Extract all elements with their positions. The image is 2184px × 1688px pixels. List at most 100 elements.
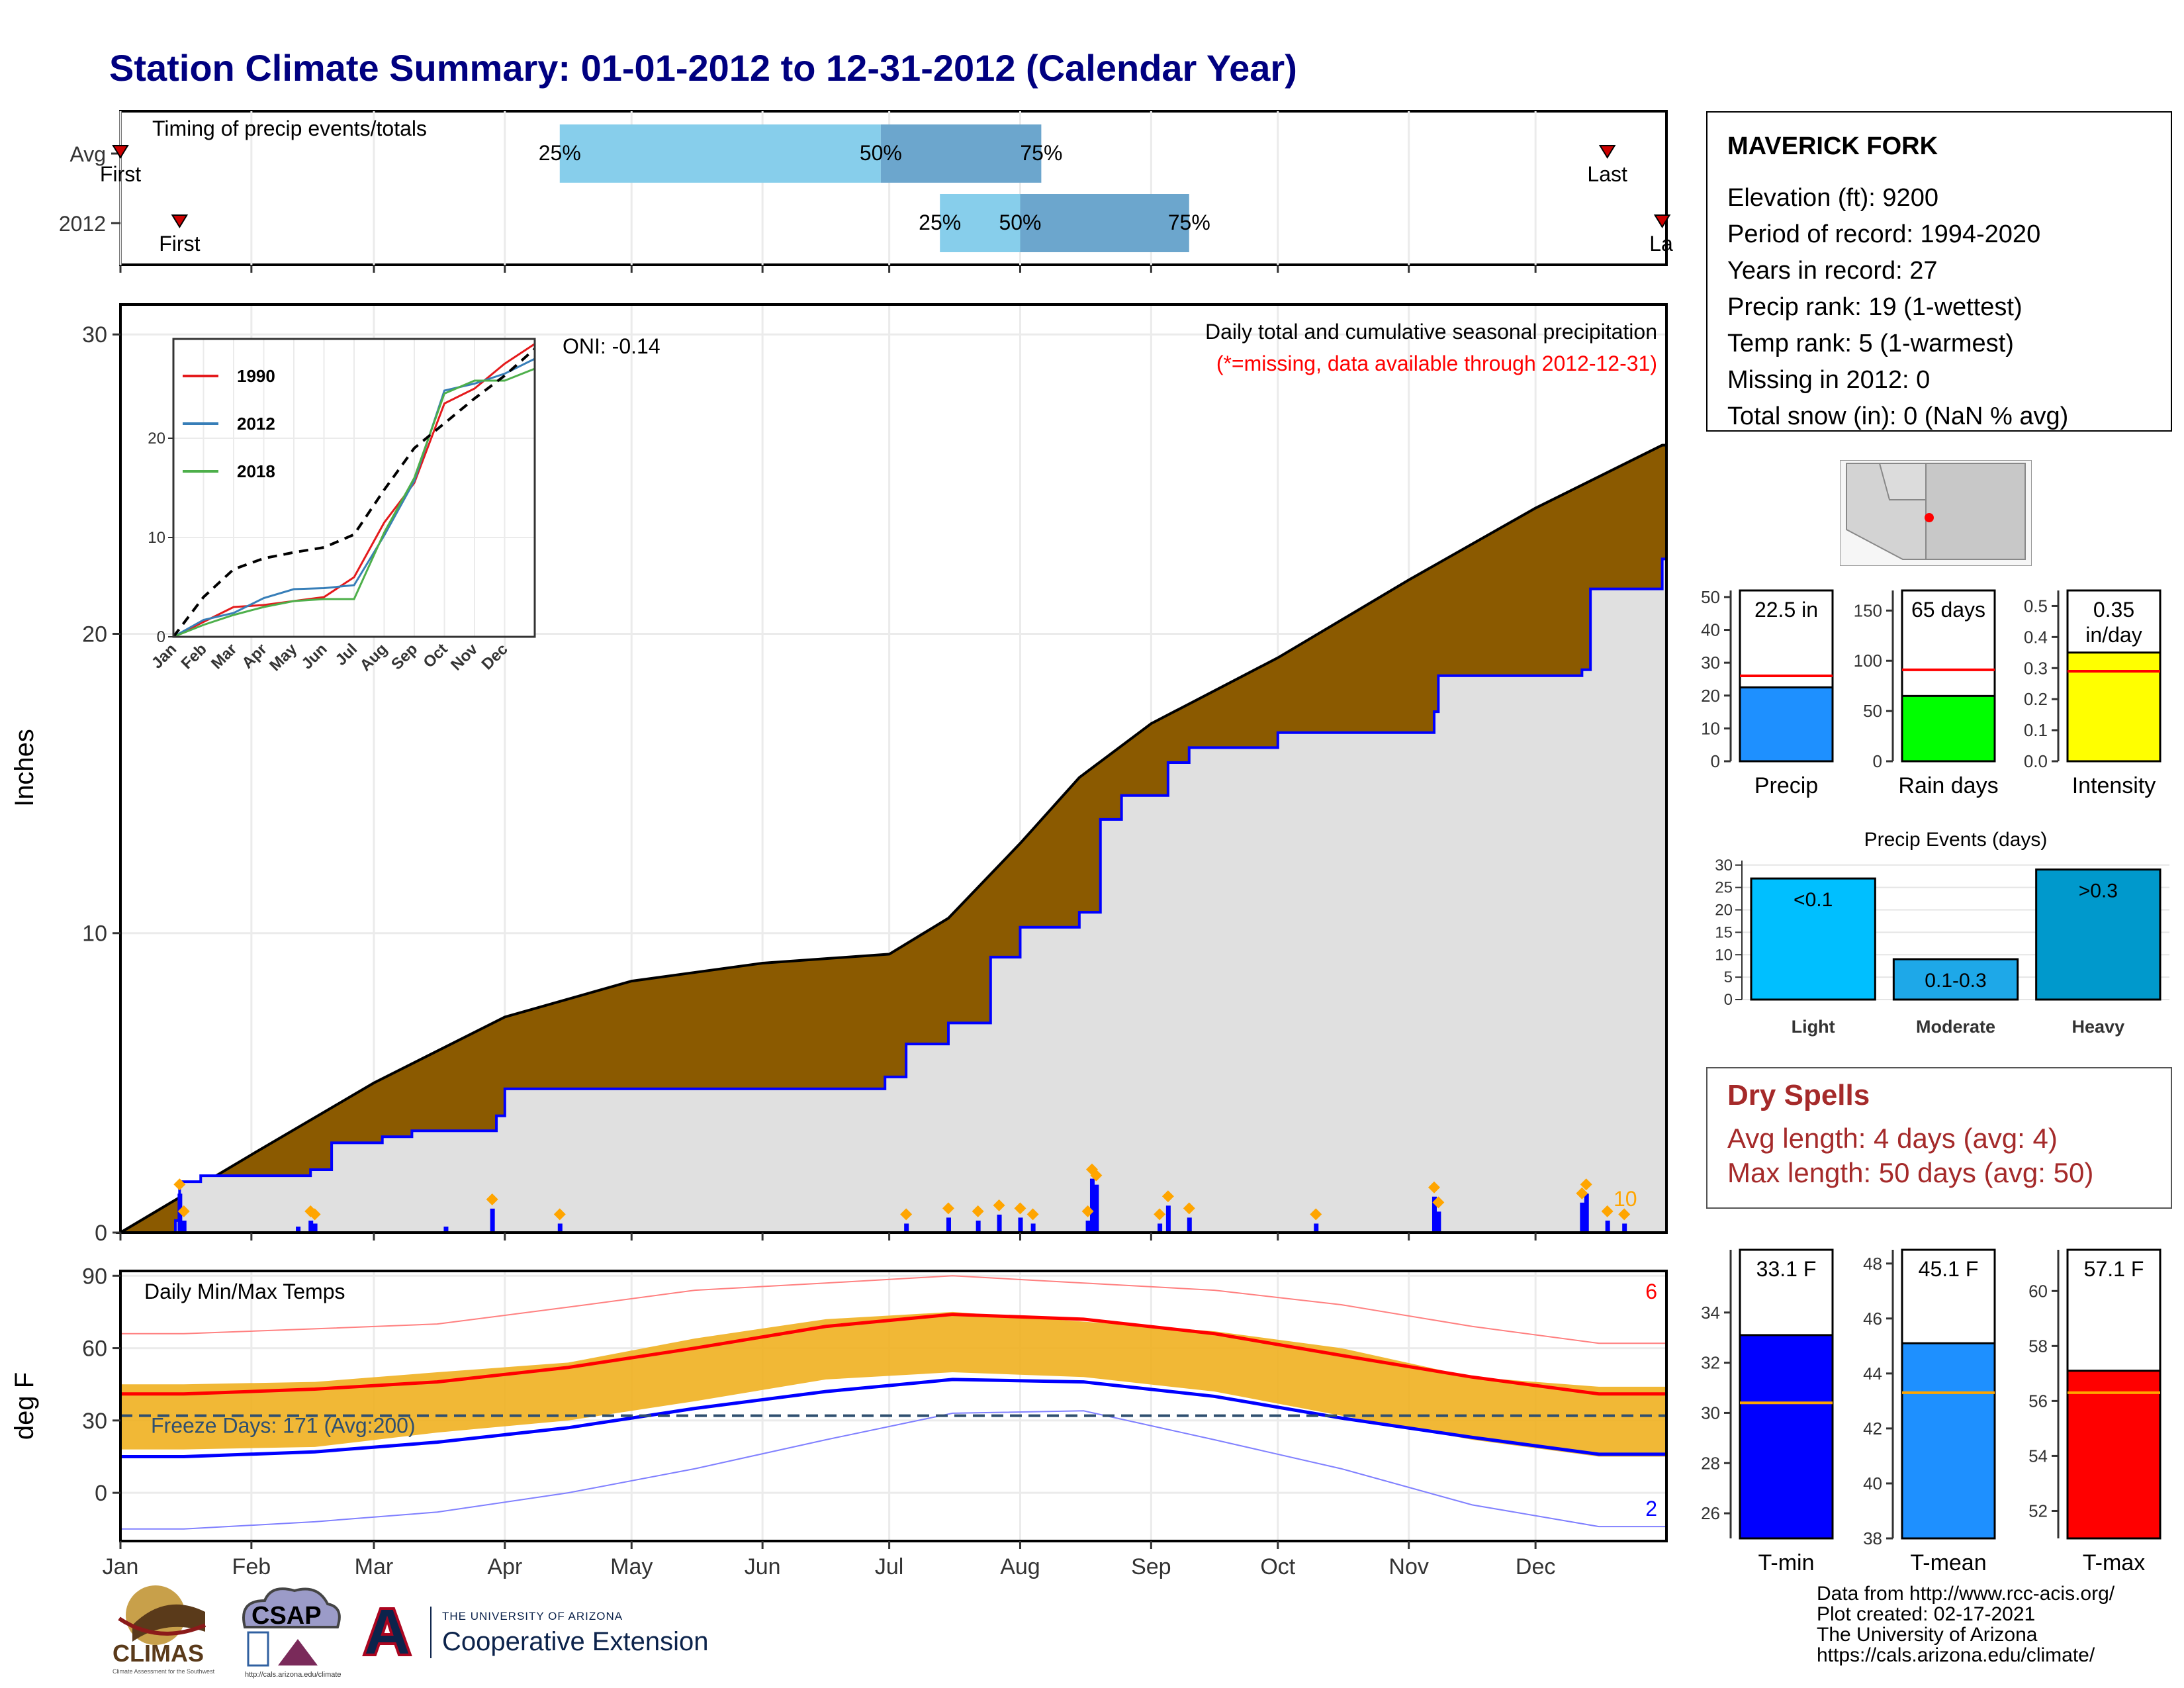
daily-precip-bar — [443, 1226, 449, 1233]
daily-precip-bar — [997, 1214, 1002, 1233]
heavy-event-marker — [1026, 1208, 1039, 1221]
t-mean-value-label: 45.1 F — [1919, 1257, 1979, 1281]
intensity-y-tick-label: 0.4 — [2024, 627, 2048, 647]
intensity-y-tick-label: 0.0 — [2024, 751, 2048, 771]
temp-x-tick-label: Jul — [875, 1554, 903, 1579]
timing-q25-q50-bar — [559, 124, 881, 183]
precip-totals-y-tick-label: 40 — [1701, 620, 1720, 640]
plots-canvas: Timing of precip events/totals Avg 25% 50% 7… — [10, 110, 1673, 1579]
rain-days-category-label: Rain days — [1898, 773, 1998, 798]
t-mean-y-tick-label: 42 — [1863, 1419, 1882, 1438]
daily-precip-bar — [1085, 1220, 1091, 1233]
rain-days-y-tick-label: 150 — [1854, 600, 1882, 620]
daily-precip-bar — [1094, 1184, 1099, 1233]
freeze-days-label: Freeze Days: 171 (Avg:200) — [151, 1414, 416, 1438]
precip-events-bar — [1750, 877, 1876, 1001]
climas-subtext: Climate Assessment for the Southwest — [113, 1668, 215, 1675]
precip-totals-y-tick-label: 20 — [1701, 686, 1720, 706]
temp-x-tick-label: Sep — [1131, 1554, 1171, 1579]
precip-max-label: 10 — [1614, 1187, 1637, 1211]
csap-mountain-icon — [278, 1639, 318, 1665]
precip-events-y-tick-label: 10 — [1715, 946, 1733, 964]
ua-name: THE UNIVERSITY OF ARIZONA — [442, 1610, 623, 1622]
temp-x-tick-label: Apr — [487, 1554, 522, 1579]
intensity-category-label: Intensity — [2072, 773, 2156, 798]
t-mean-y-tick-label: 40 — [1863, 1474, 1882, 1493]
heavy-event-marker — [1432, 1196, 1445, 1209]
record-low-line — [120, 1410, 1666, 1530]
heavy-event-marker — [1014, 1202, 1026, 1215]
timing-quartile-label: 75% — [1168, 211, 1210, 234]
csap-logo: CSAP http://cals.arizona.edu/climate — [242, 1587, 341, 1679]
precip-events-y-tick-label: 25 — [1715, 879, 1733, 897]
record-high-line — [120, 1275, 1666, 1344]
heavy-event-marker — [1576, 1187, 1588, 1199]
precip-y-tick-label: 20 — [82, 622, 107, 647]
daily-precip-bar — [1605, 1220, 1610, 1233]
temp-y-tick-label: 30 — [82, 1409, 107, 1434]
precip-y-tick-label: 30 — [82, 322, 107, 348]
timing-row-label: 2012 — [59, 212, 106, 236]
climas-land-icon — [132, 1604, 205, 1642]
heavy-event-marker — [308, 1208, 321, 1221]
heavy-event-marker — [942, 1202, 954, 1215]
daily-precip-bar — [1158, 1223, 1163, 1233]
station-missing: Missing in 2012: 0 — [1727, 366, 1931, 394]
precip-totals-value-bar — [1739, 686, 1834, 763]
precip-totals-y-tick-label: 0 — [1711, 751, 1720, 771]
map-state-north — [1878, 463, 1927, 500]
daily-precip-bar — [1030, 1223, 1036, 1233]
temp-x-tick-label: Feb — [232, 1554, 271, 1579]
heavy-event-marker — [1154, 1208, 1166, 1221]
precip-panel-frame — [119, 303, 1668, 1234]
t-mean-y-tick-label: 48 — [1863, 1254, 1882, 1274]
record-high-count: 6 — [1645, 1280, 1657, 1303]
heavy-event-marker — [553, 1208, 566, 1221]
intensity-value-bar — [2066, 651, 2161, 763]
daily-precip-bar — [976, 1220, 981, 1233]
t-min-value-bar — [1739, 1334, 1834, 1540]
inset-y-tick-label: 10 — [148, 529, 165, 547]
precip-totals-y-tick-label: 30 — [1701, 653, 1720, 673]
daily-precip-bar — [1584, 1194, 1589, 1233]
heavy-event-marker — [1580, 1178, 1592, 1191]
precip-events-bar-label: <0.1 — [1794, 889, 1833, 911]
dry-spells-avg: Avg length: 4 days (avg: 4) — [1727, 1123, 2058, 1154]
tmax-avg-line — [120, 1313, 1666, 1396]
t-min-value-label: 33.1 F — [1756, 1257, 1817, 1281]
precip-events-category: Light — [1792, 1017, 1835, 1037]
precip-events-y-tick-label: 5 — [1724, 968, 1733, 986]
inset-y-tick-label: 0 — [157, 628, 165, 646]
temp-y-tick-label: 90 — [82, 1264, 107, 1289]
t-max-category-label: T-max — [2083, 1550, 2145, 1575]
precip-totals-y-tick-label: 10 — [1701, 718, 1720, 738]
credit-data-source: Data from http://www.rcc-acis.org/ — [1817, 1583, 2115, 1605]
daily-precip-bar — [1187, 1217, 1192, 1233]
timing-first-label: First — [100, 162, 141, 186]
temp-y-axis-label: deg F — [10, 1372, 39, 1440]
t-min-y-tick-label: 28 — [1701, 1453, 1720, 1473]
rain-days-value-bar — [1901, 694, 1996, 763]
timing-row-label: Avg — [69, 142, 106, 166]
climas-swoosh-icon — [118, 1617, 206, 1636]
precip-events-bar-label: 0.1-0.3 — [1925, 970, 1986, 992]
intensity-y-tick-label: 0.3 — [2024, 658, 2048, 678]
timing-first-label: First — [159, 232, 200, 256]
tmin-avg-line — [120, 1378, 1666, 1458]
credit-university: The University of Arizona — [1817, 1624, 2038, 1646]
t-mean-value-bar — [1901, 1342, 1996, 1540]
heavy-event-marker — [972, 1205, 984, 1217]
ua-divider — [430, 1607, 432, 1658]
timing-q25-q50-bar — [940, 194, 1021, 252]
year-cumulative-area — [120, 557, 1668, 1234]
precip-events-title: Precip Events (days) — [1864, 829, 2048, 851]
t-min-y-tick-label: 26 — [1701, 1503, 1720, 1523]
temp-x-tick-label: May — [610, 1554, 653, 1579]
precip-events-bar-label: >0.3 — [2079, 880, 2118, 902]
precip-events-category: Heavy — [2072, 1017, 2125, 1037]
station-location-marker — [1925, 513, 1934, 522]
precip-y-tick-label: 0 — [95, 1221, 107, 1246]
t-max-y-tick-label: 60 — [2028, 1281, 2048, 1301]
daily-temp-range-band — [120, 1311, 1666, 1457]
temp-x-tick-label: Jun — [745, 1554, 781, 1579]
